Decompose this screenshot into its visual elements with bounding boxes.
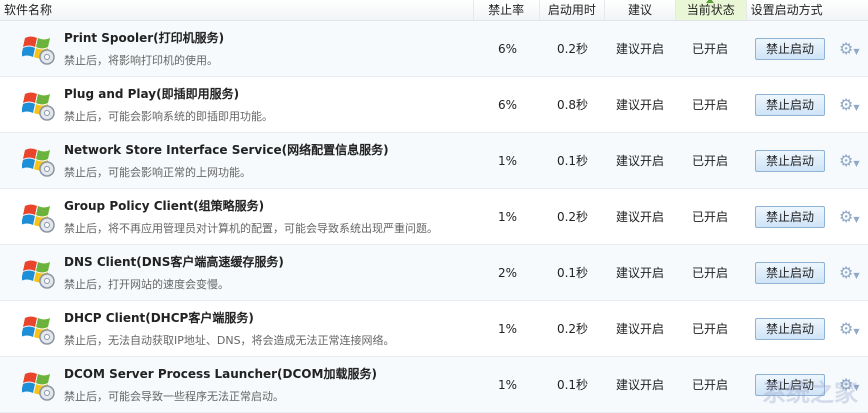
advice: 建议开启 — [615, 154, 664, 168]
current-status: 已开启 — [691, 378, 728, 392]
service-name-cell: DHCP Client(DHCP客户端服务) 禁止后，无法自动获取IP地址、DNS… — [0, 309, 475, 348]
disable-rate: 6% — [497, 41, 518, 56]
disable-startup-button[interactable]: 禁止启动 — [755, 373, 825, 396]
current-status: 已开启 — [691, 266, 728, 280]
disable-rate: 2% — [497, 265, 518, 280]
service-title: Network Store Interface Service(网络配置信息服务… — [64, 143, 389, 157]
col-action: 设置启动方式 — [745, 0, 868, 20]
service-title: DHCP Client(DHCP客户端服务) — [64, 311, 254, 325]
disable-startup-button[interactable]: 禁止启动 — [755, 37, 825, 60]
disable-startup-button[interactable]: 禁止启动 — [755, 93, 825, 116]
disable-rate: 1% — [497, 377, 518, 392]
disable-rate: 1% — [497, 209, 518, 224]
advice: 建议开启 — [615, 98, 664, 112]
col-advice[interactable]: 建议 — [604, 0, 675, 20]
col-status[interactable]: 当前状态 — [674, 0, 746, 20]
startup-time: 0.1秒 — [556, 266, 589, 280]
service-desc: 禁止后，将影响打印机的使用。 — [64, 54, 218, 67]
service-name-cell: Network Store Interface Service(网络配置信息服务… — [0, 141, 475, 180]
col-name[interactable]: 软件名称 — [4, 3, 53, 17]
windows-gear-icon — [21, 200, 56, 234]
gear-dropdown-icon[interactable]: ⚙▼ — [839, 151, 860, 170]
startup-time: 0.1秒 — [556, 378, 589, 392]
service-title: DCOM Server Process Launcher(DCOM加载服务) — [64, 367, 377, 381]
service-desc: 禁止后，可能会导致一些程序无法正常启动。 — [64, 390, 284, 403]
startup-time: 0.8秒 — [556, 98, 589, 112]
current-status: 已开启 — [691, 154, 728, 168]
disable-rate: 6% — [497, 97, 518, 112]
gear-dropdown-icon[interactable]: ⚙▼ — [839, 39, 860, 58]
service-name-cell: DCOM Server Process Launcher(DCOM加载服务) 禁止… — [0, 365, 475, 404]
current-status: 已开启 — [691, 42, 728, 56]
advice: 建议开启 — [615, 42, 664, 56]
service-name-cell: Group Policy Client(组策略服务) 禁止后，将不再应用管理员对计… — [0, 197, 475, 236]
disable-rate: 1% — [497, 153, 518, 168]
service-name-cell: DNS Client(DNS客户端高速缓存服务) 禁止后，打开网站的速度会变慢。 — [0, 253, 475, 292]
current-status: 已开启 — [691, 98, 728, 112]
startup-time: 0.2秒 — [556, 210, 589, 224]
service-row: Print Spooler(打印机服务) 禁止后，将影响打印机的使用。 6% 0.… — [0, 21, 868, 77]
advice: 建议开启 — [615, 266, 664, 280]
advice: 建议开启 — [615, 322, 664, 336]
service-desc: 禁止后，可能会影响正常的上网功能。 — [64, 166, 251, 179]
current-status: 已开启 — [691, 322, 728, 336]
service-row: Network Store Interface Service(网络配置信息服务… — [0, 133, 868, 189]
startup-time: 0.2秒 — [556, 322, 589, 336]
sort-asc-icon — [705, 0, 714, 3]
startup-time: 0.1秒 — [556, 154, 589, 168]
windows-gear-icon — [21, 88, 56, 122]
watermark: 系统之家 — [762, 379, 858, 407]
table-header: 软件名称 禁止率 启动用时 建议 当前状态 设置启动方式 — [0, 0, 868, 21]
disable-rate: 1% — [497, 321, 518, 336]
service-row: Group Policy Client(组策略服务) 禁止后，将不再应用管理员对计… — [0, 189, 868, 245]
windows-gear-icon — [21, 368, 56, 402]
col-time[interactable]: 启动用时 — [538, 0, 605, 20]
disable-startup-button[interactable]: 禁止启动 — [755, 261, 825, 284]
startup-time: 0.2秒 — [556, 42, 589, 56]
windows-gear-icon — [21, 312, 56, 346]
gear-dropdown-icon[interactable]: ⚙▼ — [839, 263, 860, 282]
gear-dropdown-icon[interactable]: ⚙▼ — [839, 319, 860, 338]
service-name-cell: Plug and Play(即插即用服务) 禁止后，可能会影响系统的即插即用功能。 — [0, 85, 475, 124]
gear-dropdown-icon[interactable]: ⚙▼ — [839, 95, 860, 114]
service-desc: 禁止后，将不再应用管理员对计算机的配置，可能会导致系统出现严重问题。 — [64, 222, 438, 235]
service-title: DNS Client(DNS客户端高速缓存服务) — [64, 255, 284, 269]
service-row: Plug and Play(即插即用服务) 禁止后，可能会影响系统的即插即用功能。… — [0, 77, 868, 133]
advice: 建议开启 — [615, 210, 664, 224]
disable-startup-button[interactable]: 禁止启动 — [755, 149, 825, 172]
gear-dropdown-icon[interactable]: ⚙▼ — [839, 375, 860, 394]
service-row: DHCP Client(DHCP客户端服务) 禁止后，无法自动获取IP地址、DNS… — [0, 301, 868, 357]
service-desc: 禁止后，无法自动获取IP地址、DNS，将会造成无法正常连接网络。 — [64, 334, 395, 347]
service-desc: 禁止后，打开网站的速度会变慢。 — [64, 278, 229, 291]
advice: 建议开启 — [615, 378, 664, 392]
disable-startup-button[interactable]: 禁止启动 — [755, 317, 825, 340]
windows-gear-icon — [21, 144, 56, 178]
windows-gear-icon — [21, 256, 56, 290]
gear-dropdown-icon[interactable]: ⚙▼ — [839, 207, 860, 226]
current-status: 已开启 — [691, 210, 728, 224]
windows-gear-icon — [21, 32, 56, 66]
disable-startup-button[interactable]: 禁止启动 — [755, 205, 825, 228]
col-rate[interactable]: 禁止率 — [472, 0, 539, 20]
service-name-cell: Print Spooler(打印机服务) 禁止后，将影响打印机的使用。 — [0, 29, 475, 68]
service-row: DNS Client(DNS客户端高速缓存服务) 禁止后，打开网站的速度会变慢。 … — [0, 245, 868, 301]
service-title: Print Spooler(打印机服务) — [64, 31, 225, 45]
service-desc: 禁止后，可能会影响系统的即插即用功能。 — [64, 110, 273, 123]
service-title: Group Policy Client(组策略服务) — [64, 199, 265, 213]
service-title: Plug and Play(即插即用服务) — [64, 87, 240, 101]
service-list: Print Spooler(打印机服务) 禁止后，将影响打印机的使用。 6% 0.… — [0, 21, 868, 413]
service-row: DCOM Server Process Launcher(DCOM加载服务) 禁止… — [0, 357, 868, 413]
